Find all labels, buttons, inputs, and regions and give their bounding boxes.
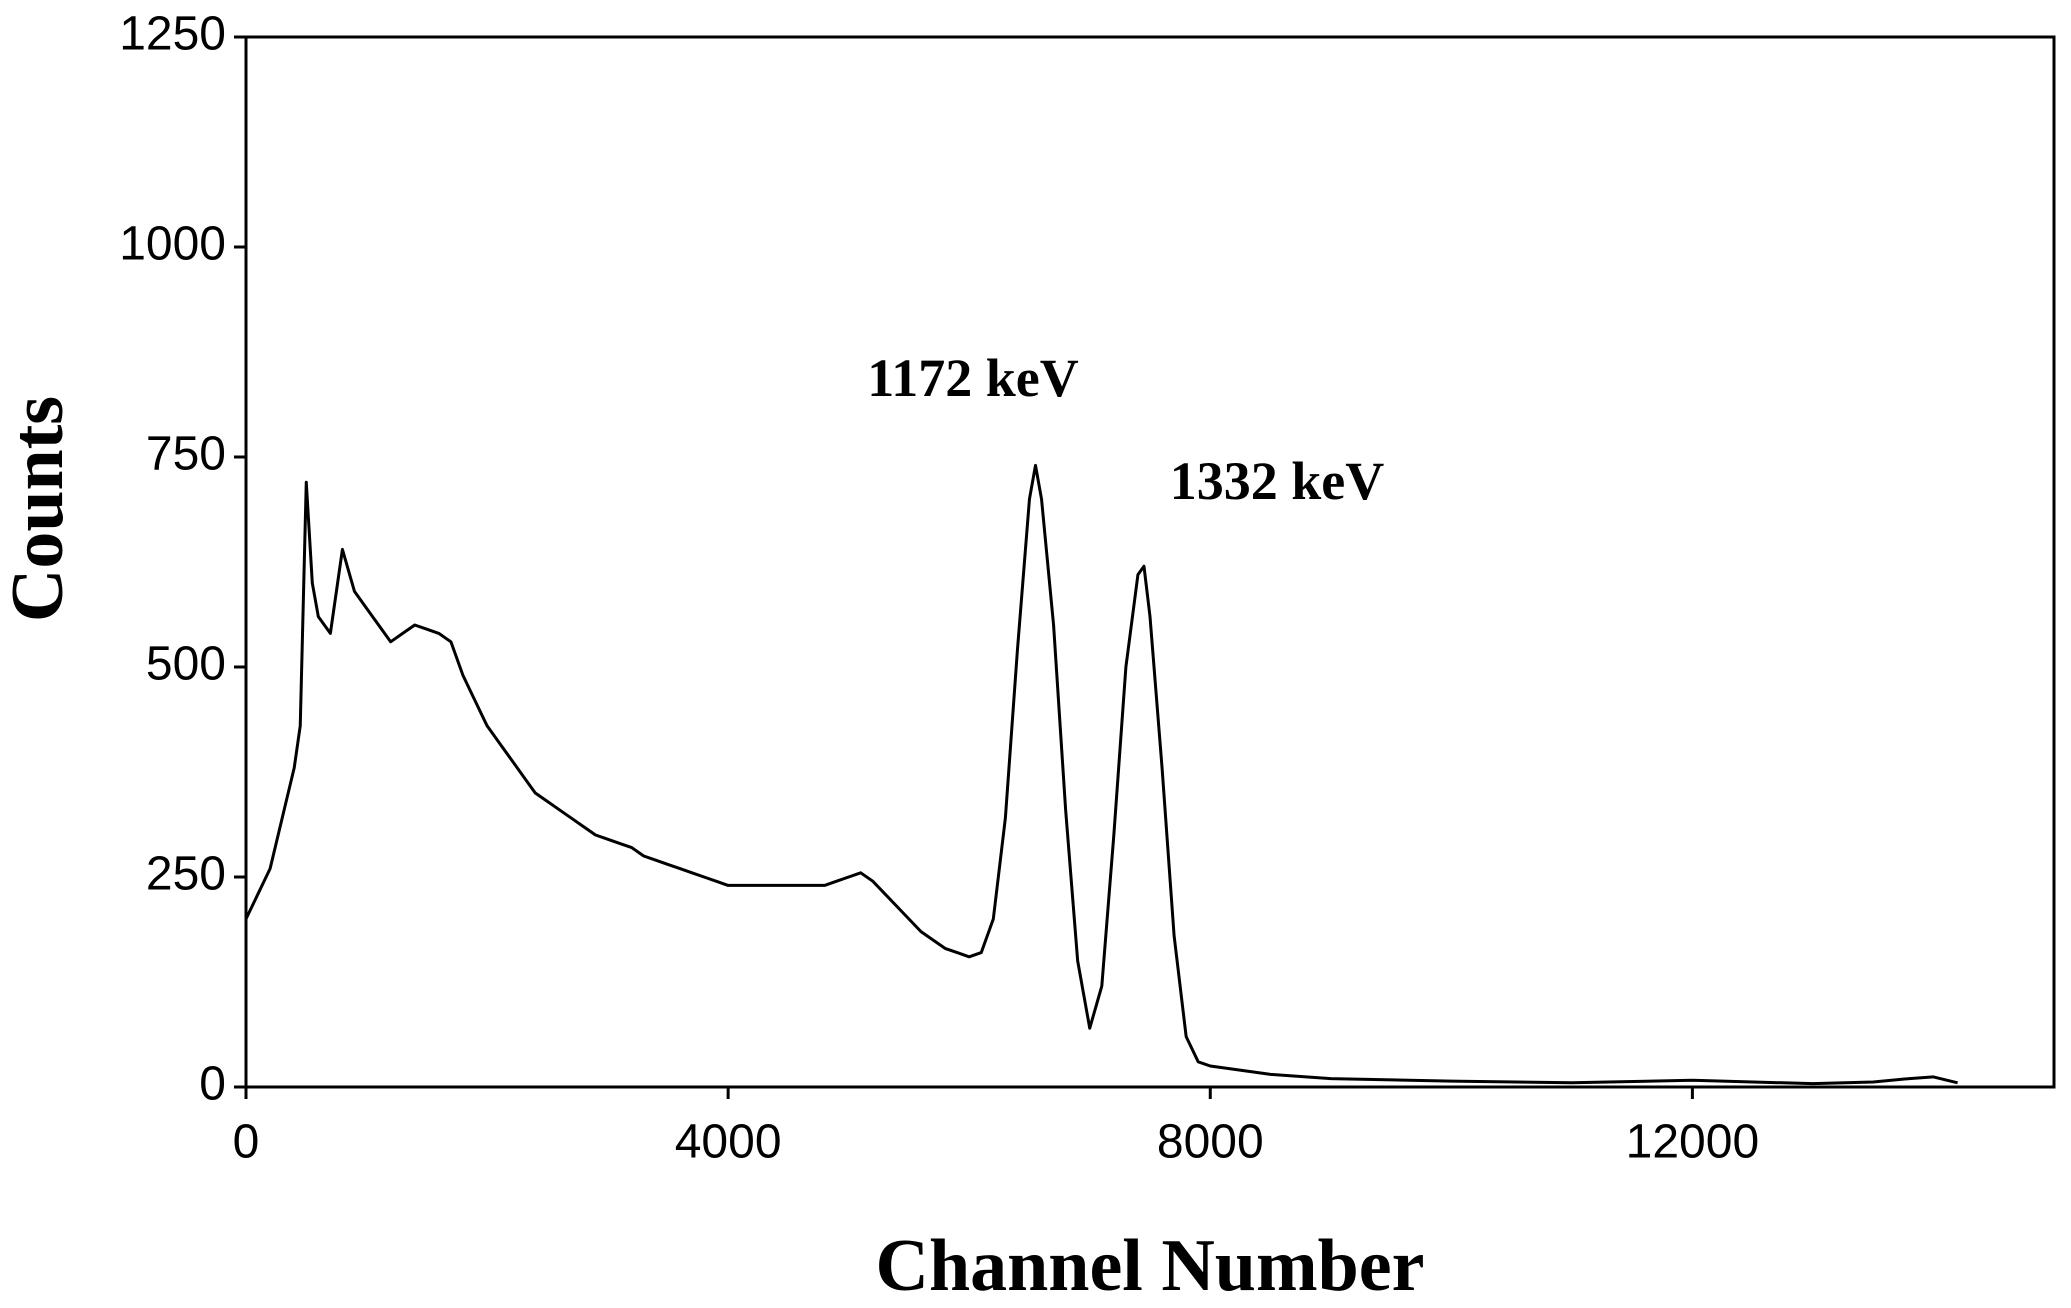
y-tick-label: 250 (146, 848, 226, 901)
x-tick-label: 8000 (1157, 1116, 1264, 1169)
plot-frame (244, 35, 2056, 1089)
x-tick-label: 0 (233, 1116, 260, 1169)
spectrum-line (244, 463, 1958, 1086)
y-tick-label: 500 (146, 638, 226, 691)
y-tick-label: 0 (199, 1058, 226, 1111)
y-tick-label: 1250 (119, 8, 226, 61)
annotation: 1332 keV (1170, 451, 1385, 511)
annotation: 1172 keV (867, 348, 1079, 408)
x-tick-label: 4000 (675, 1116, 782, 1169)
x-tick-label: 12000 (1626, 1116, 1759, 1169)
y-tick-label: 1000 (119, 218, 226, 271)
y-tick-label: 750 (146, 428, 226, 481)
x-axis-title: Channel Number (876, 1225, 1425, 1307)
y-axis-title: Counts (0, 396, 79, 622)
